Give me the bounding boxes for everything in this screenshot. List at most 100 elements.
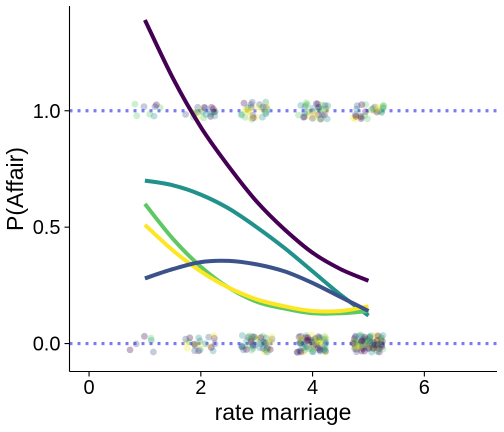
data-point — [373, 337, 380, 345]
data-point — [374, 105, 382, 113]
data-point — [313, 335, 321, 343]
data-point — [184, 344, 191, 352]
data-point — [257, 338, 265, 346]
data-point — [375, 341, 383, 349]
data-point — [247, 338, 255, 346]
data-point — [132, 340, 140, 348]
data-point — [196, 337, 204, 345]
data-point — [357, 113, 365, 121]
data-point — [362, 108, 369, 116]
data-point — [150, 348, 157, 356]
data-point — [368, 348, 376, 356]
data-point — [257, 340, 265, 348]
data-point — [375, 340, 382, 348]
data-point — [243, 106, 251, 113]
series-line-3 — [143, 223, 369, 314]
data-point — [297, 337, 305, 345]
data-point — [300, 113, 307, 121]
data-point — [363, 335, 371, 343]
data-point — [353, 102, 361, 109]
x-tick-label: 2 — [195, 377, 206, 399]
data-point — [359, 345, 367, 353]
data-point — [210, 332, 218, 339]
data-point — [305, 113, 313, 120]
data-point — [321, 335, 328, 343]
y-tick-label: 0.5 — [33, 217, 61, 239]
x-tick-label: 6 — [419, 377, 430, 399]
data-point — [357, 339, 365, 346]
data-point — [322, 348, 329, 356]
data-point — [377, 335, 385, 343]
data-point — [300, 346, 308, 354]
data-point — [262, 346, 269, 354]
data-point — [351, 337, 359, 345]
data-point — [244, 333, 252, 341]
data-point — [358, 347, 365, 355]
data-point — [300, 337, 308, 345]
data-point — [212, 107, 219, 115]
data-point — [196, 106, 204, 114]
data-point — [259, 107, 267, 114]
data-point — [316, 347, 324, 355]
data-point — [186, 334, 194, 342]
data-point — [296, 338, 304, 346]
data-point — [316, 115, 324, 123]
data-point — [252, 336, 260, 343]
data-point — [349, 339, 357, 347]
data-point — [315, 336, 323, 343]
y-tick-label: 1.0 — [33, 101, 61, 123]
data-point — [316, 345, 324, 353]
data-point — [297, 102, 305, 109]
data-point — [379, 102, 387, 110]
data-point — [248, 98, 256, 106]
data-point — [298, 337, 305, 344]
data-point — [243, 346, 250, 353]
data-point — [313, 342, 320, 349]
data-point — [374, 332, 382, 340]
data-point — [245, 108, 253, 115]
data-point — [377, 341, 385, 349]
data-point — [367, 339, 375, 346]
data-point — [370, 344, 377, 352]
data-point — [371, 103, 379, 111]
data-point — [373, 337, 381, 344]
data-point — [199, 108, 206, 116]
data-point — [297, 335, 304, 342]
data-point — [317, 105, 325, 113]
data-point — [247, 336, 255, 343]
data-point — [366, 333, 374, 340]
data-point — [201, 104, 209, 112]
data-point — [310, 342, 317, 349]
data-point — [150, 112, 158, 120]
data-point — [249, 345, 257, 352]
data-point — [353, 339, 361, 347]
data-point — [374, 103, 381, 111]
data-point — [260, 338, 268, 346]
data-point — [358, 338, 365, 345]
data-point — [358, 101, 366, 109]
y-axis-title: P(Affair) — [2, 147, 28, 231]
data-point — [293, 348, 301, 356]
data-point — [376, 341, 383, 348]
data-point — [367, 341, 375, 349]
data-point — [305, 345, 312, 352]
data-point — [245, 332, 253, 340]
data-point — [301, 103, 309, 111]
data-point — [252, 113, 260, 121]
data-point — [322, 347, 329, 355]
data-point — [202, 340, 209, 348]
data-point — [312, 340, 319, 348]
x-ticks: 0 2 4 6 — [83, 371, 430, 399]
data-point — [362, 101, 370, 108]
data-point — [261, 341, 269, 348]
data-point — [194, 103, 202, 111]
data-point — [245, 105, 253, 113]
data-point — [353, 345, 360, 353]
data-point — [311, 338, 319, 346]
data-point — [367, 332, 375, 339]
data-point — [365, 337, 373, 344]
data-point — [315, 105, 323, 112]
data-point — [296, 339, 304, 347]
data-point — [304, 341, 312, 349]
data-point — [262, 110, 270, 118]
